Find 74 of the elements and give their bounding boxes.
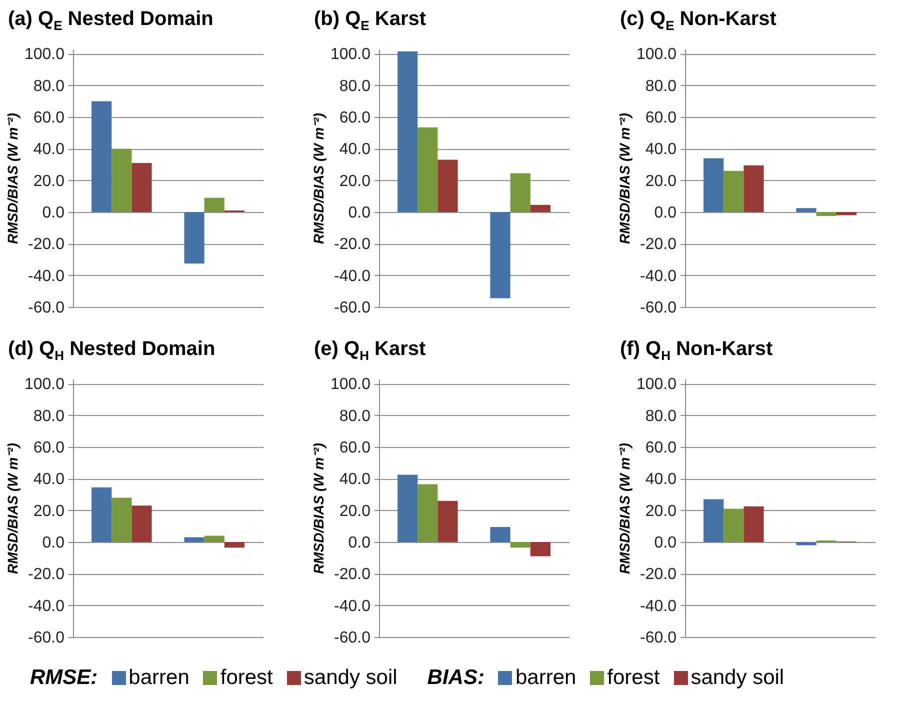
y-tick-label: 100.0: [24, 376, 65, 394]
y-tick-label: 60.0: [33, 440, 65, 457]
y-tick-label: -40.0: [28, 268, 65, 285]
y-axis-title: RMSD/BIAS (W m⁻²): [616, 112, 632, 244]
y-tick-label: 40.0: [339, 141, 371, 158]
y-tick-label: -40.0: [334, 598, 371, 615]
y-tick-label: 20.0: [339, 172, 371, 190]
chart-title: (c) Q$_{E}$ Non-Karst: [619, 7, 778, 35]
y-axis-title: RMSD/BIAS (W m⁻²): [616, 442, 632, 574]
y-tick-label: 0.0: [654, 534, 677, 552]
y-tick-label: 60.0: [645, 110, 677, 127]
y-axis-title: RMSD/BIAS (W m⁻²): [4, 442, 20, 574]
text: BIAS:: [427, 666, 484, 690]
y-tick-label: -20.0: [334, 566, 371, 584]
y-tick-label: 100.0: [330, 376, 371, 394]
y-tick-label: 100.0: [636, 376, 677, 394]
chart-title: (a) Q$_{E}$ Nested Domain: [7, 7, 214, 35]
chart-title: (e) Q$_{H}$ Karst: [313, 337, 427, 365]
y-tick-label: 60.0: [645, 440, 677, 457]
legend-label: forest: [607, 666, 660, 690]
y-tick-label: -20.0: [640, 236, 677, 254]
legend-label: barren: [128, 666, 190, 690]
legend-label: forest: [220, 666, 273, 690]
y-tick-label: -20.0: [28, 566, 65, 584]
y-tick-label: 20.0: [339, 502, 371, 520]
y-tick-label: 80.0: [339, 408, 371, 425]
y-tick-label: -60.0: [334, 630, 371, 646]
chart-title: (f) Q$_{H}$ Non-Karst: [619, 337, 774, 365]
y-tick-label: -40.0: [640, 598, 677, 615]
text: RMSE:: [30, 666, 98, 690]
y-axis-title: RMSD/BIAS (W m⁻²): [4, 112, 20, 244]
y-tick-label: 80.0: [645, 78, 677, 95]
y-tick-label: -60.0: [28, 300, 65, 316]
y-tick-label: 80.0: [339, 78, 371, 95]
y-tick-label: 100.0: [24, 46, 65, 64]
y-tick-label: 40.0: [645, 471, 677, 488]
y-tick-label: 40.0: [645, 141, 677, 158]
y-tick-label: -20.0: [28, 236, 65, 254]
y-tick-label: -60.0: [640, 300, 677, 316]
y-tick-label: 100.0: [330, 46, 371, 64]
y-tick-label: 60.0: [33, 110, 65, 127]
y-tick-label: 40.0: [339, 471, 371, 488]
y-tick-label: -60.0: [334, 300, 371, 316]
y-axis-title: RMSD/BIAS (W m⁻²): [310, 112, 326, 244]
y-tick-label: -40.0: [28, 598, 65, 615]
y-tick-label: -20.0: [334, 236, 371, 254]
y-tick-label: 20.0: [645, 502, 677, 520]
y-tick-label: -40.0: [334, 268, 371, 285]
y-tick-label: 0.0: [348, 204, 371, 222]
y-tick-label: 20.0: [33, 502, 65, 520]
y-tick-label: 20.0: [33, 172, 65, 190]
y-tick-label: 80.0: [33, 408, 65, 425]
y-tick-label: -20.0: [640, 566, 677, 584]
y-tick-label: 80.0: [645, 408, 677, 425]
chart-title: (b) Q$_{E}$ Karst: [313, 7, 428, 35]
y-tick-label: 0.0: [42, 204, 65, 222]
legend-label: sandy soil: [690, 666, 784, 690]
y-axis-title: RMSD/BIAS (W m⁻²): [310, 442, 326, 574]
y-tick-label: 0.0: [42, 534, 65, 552]
y-tick-label: -60.0: [640, 630, 677, 646]
y-tick-label: 60.0: [339, 440, 371, 457]
y-tick-label: 40.0: [33, 471, 65, 488]
y-tick-label: -40.0: [640, 268, 677, 285]
legend-label: sandy soil: [304, 666, 398, 690]
y-tick-label: 20.0: [645, 172, 677, 190]
y-tick-label: 80.0: [33, 78, 65, 95]
y-tick-label: 60.0: [339, 110, 371, 127]
y-tick-label: 0.0: [348, 534, 371, 552]
y-tick-label: 0.0: [654, 204, 677, 222]
y-tick-label: 40.0: [33, 141, 65, 158]
legend-label: barren: [515, 666, 576, 690]
chart-title: (d) Q$_{H}$ Nested Domain: [7, 337, 216, 365]
y-tick-label: 100.0: [636, 46, 677, 64]
y-tick-label: -60.0: [28, 630, 65, 646]
